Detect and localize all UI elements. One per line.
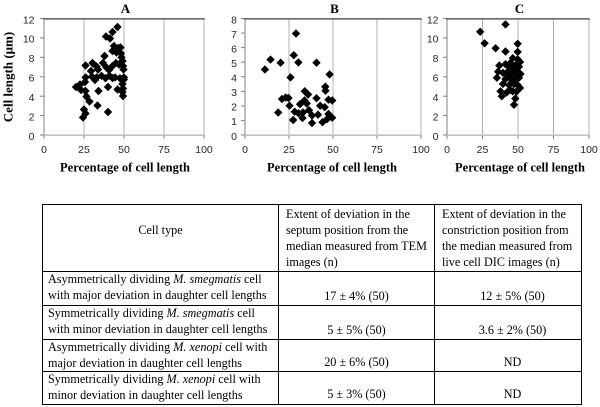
svg-text:0: 0: [29, 131, 35, 143]
svg-text:Percentage of cell length: Percentage of cell length: [267, 161, 397, 175]
svg-text:6: 6: [433, 73, 439, 85]
svg-text:0: 0: [41, 144, 47, 156]
svg-text:100: 100: [412, 144, 430, 156]
svg-text:3: 3: [231, 87, 237, 99]
svg-text:50: 50: [512, 144, 524, 156]
svg-text:1: 1: [231, 116, 237, 128]
svg-text:50: 50: [327, 144, 339, 156]
svg-text:0: 0: [242, 144, 248, 156]
svg-text:8: 8: [29, 53, 35, 65]
svg-text:12: 12: [427, 14, 439, 26]
svg-text:2: 2: [29, 111, 35, 123]
svg-text:C: C: [515, 1, 524, 16]
svg-text:Percentage of cell length: Percentage of cell length: [455, 161, 585, 175]
svg-text:2: 2: [231, 102, 237, 114]
svg-text:4: 4: [29, 92, 35, 104]
svg-text:25: 25: [283, 144, 295, 156]
svg-text:Percentage of cell length: Percentage of cell length: [60, 161, 190, 175]
svg-text:10: 10: [23, 34, 35, 46]
svg-text:8: 8: [433, 53, 439, 65]
svg-text:75: 75: [371, 144, 383, 156]
svg-text:0: 0: [444, 144, 450, 156]
svg-text:6: 6: [231, 43, 237, 55]
svg-text:0: 0: [433, 131, 439, 143]
svg-text:7: 7: [231, 29, 237, 41]
svg-text:5: 5: [231, 58, 237, 70]
svg-text:50: 50: [118, 144, 130, 156]
svg-text:Cell length (μm): Cell length (μm): [1, 32, 16, 122]
svg-text:75: 75: [158, 144, 170, 156]
svg-text:0: 0: [231, 131, 237, 143]
svg-text:4: 4: [433, 92, 439, 104]
svg-text:8: 8: [231, 14, 237, 26]
svg-text:25: 25: [78, 144, 90, 156]
svg-text:25: 25: [477, 144, 489, 156]
svg-text:B: B: [330, 1, 339, 16]
svg-text:75: 75: [548, 144, 560, 156]
svg-text:10: 10: [427, 34, 439, 46]
svg-text:100: 100: [580, 144, 598, 156]
svg-text:A: A: [121, 1, 131, 16]
svg-text:4: 4: [231, 73, 237, 85]
svg-text:100: 100: [195, 144, 213, 156]
svg-text:2: 2: [433, 111, 439, 123]
svg-text:12: 12: [23, 14, 35, 26]
svg-text:6: 6: [29, 73, 35, 85]
